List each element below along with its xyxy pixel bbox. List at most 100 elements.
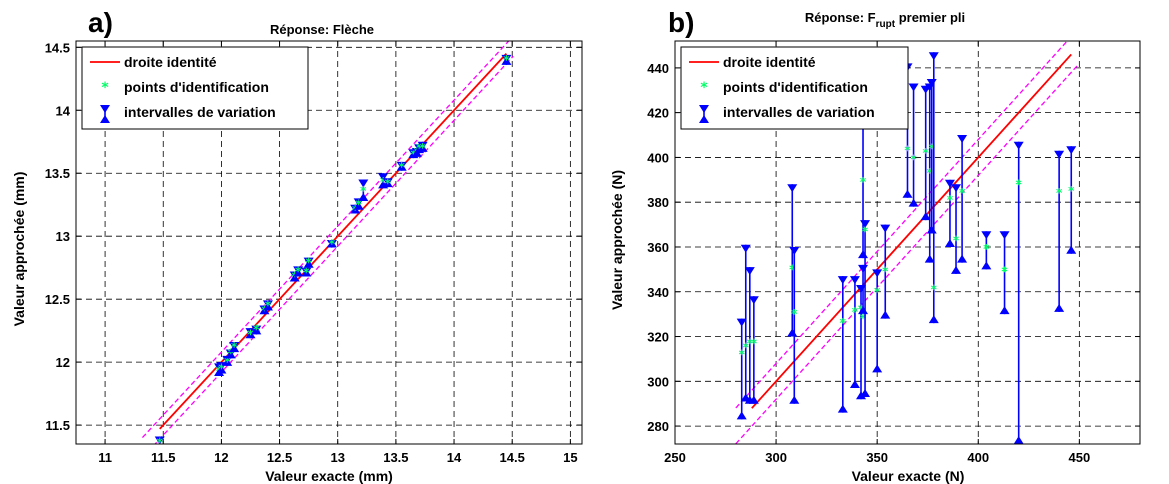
legend-entry-label: points d'identification — [124, 79, 269, 95]
error-bar-cap-top — [789, 246, 800, 255]
data-point: * — [218, 361, 225, 375]
error-bar-cap-bottom — [396, 162, 407, 171]
data-point: * — [247, 327, 254, 341]
error-bar-cap-bottom — [326, 239, 337, 248]
error-bar-cap-top — [358, 179, 369, 188]
upper-bound-line — [141, 41, 510, 439]
error-bar-cap-top — [744, 267, 755, 276]
error-bar-cap-bottom — [1013, 436, 1024, 444]
error-bar-cap-bottom — [229, 344, 240, 353]
data-point: * — [931, 283, 938, 297]
data-point: * — [253, 322, 260, 336]
data-point: * — [923, 146, 930, 160]
panel-a-title: Réponse: Flèche — [270, 22, 374, 37]
y-tick-label: 280 — [647, 419, 669, 434]
y-tick-label: 380 — [647, 195, 669, 210]
error-bar-cap-top — [944, 179, 955, 188]
x-tick-label: 12 — [214, 450, 228, 465]
legend-swatch-interval-cap — [100, 105, 110, 113]
panel-a-ylabel: Valeur approchée (mm) — [11, 172, 27, 327]
error-bar-cap-top — [908, 83, 919, 92]
data-point: * — [983, 242, 990, 256]
error-bar-cap-top — [872, 269, 883, 278]
error-bar-cap-bottom — [837, 404, 848, 413]
data-point: * — [356, 198, 363, 212]
error-bar-cap-bottom — [358, 192, 369, 201]
error-bar-cap-bottom — [872, 364, 883, 373]
error-bar-cap-top — [999, 231, 1010, 240]
data-point: * — [860, 312, 867, 326]
data-point: * — [231, 340, 238, 354]
data-point: * — [947, 193, 954, 207]
panel-a-xlabel: Valeur exacte (mm) — [265, 468, 393, 484]
data-point: * — [959, 186, 966, 200]
y-tick-label: 340 — [647, 285, 669, 300]
data-point: * — [840, 316, 847, 330]
data-layer: ************************** — [141, 41, 514, 444]
legend-swatch-interval-cap — [699, 105, 709, 113]
error-bar-cap-bottom — [222, 357, 233, 366]
error-bar-cap-bottom — [902, 189, 913, 198]
error-bar-cap-bottom — [501, 56, 512, 65]
axes-frame — [674, 40, 1141, 445]
data-point: * — [929, 141, 936, 155]
data-point: * — [743, 341, 750, 355]
data-point: * — [380, 175, 387, 189]
data-point: * — [416, 141, 423, 155]
legend-swatch-points: * — [101, 80, 109, 96]
data-point: * — [303, 266, 310, 280]
data-point: * — [385, 176, 392, 190]
error-bar-cap-bottom — [1054, 303, 1065, 312]
data-point: * — [1056, 186, 1063, 200]
x-tick-label: 11.5 — [151, 450, 176, 465]
data-point: * — [910, 153, 917, 167]
x-tick-label: 11 — [98, 450, 112, 465]
error-bar-cap-bottom — [1066, 245, 1077, 254]
x-tick-label: 12.5 — [267, 450, 292, 465]
y-tick-label: 440 — [647, 61, 669, 76]
data-point: * — [927, 166, 934, 180]
error-bar-cap-bottom — [860, 388, 871, 397]
data-point: * — [1016, 177, 1023, 191]
error-bar-cap-bottom — [417, 143, 428, 152]
error-bar-cap-bottom — [999, 306, 1010, 315]
data-point: * — [306, 256, 313, 270]
panel-b-title-suffix: premier pli — [895, 10, 965, 25]
panel-b-title: Réponse: Frupt premier pli — [805, 10, 965, 30]
error-bar-cap-top — [880, 224, 891, 233]
error-bar-cap-top — [957, 135, 968, 144]
legend-swatch-points: * — [700, 80, 708, 96]
data-point: * — [503, 53, 510, 67]
error-bar-cap-bottom — [856, 391, 866, 400]
panel-b-letter: b) — [668, 7, 694, 38]
error-bar-cap-bottom — [262, 302, 273, 311]
data-point: * — [751, 336, 758, 350]
error-bar-cap-top — [154, 436, 165, 444]
data-point: * — [904, 144, 911, 158]
error-bar-cap-bottom — [216, 365, 227, 374]
x-tick-label: 400 — [967, 450, 989, 465]
legend-entry-label: droite identité — [124, 54, 217, 70]
data-point: * — [874, 285, 881, 299]
data-point: * — [747, 336, 754, 350]
error-bar-cap-top — [378, 173, 389, 182]
data-point: * — [1068, 184, 1075, 198]
error-bar-cap-bottom — [225, 350, 236, 359]
error-bar-cap-top — [1013, 141, 1024, 150]
error-bar-cap-bottom — [382, 179, 393, 188]
data-point: * — [1001, 265, 1008, 279]
error-bar-cap-bottom — [245, 330, 256, 339]
data-point: * — [265, 298, 272, 312]
y-tick-label: 300 — [647, 374, 669, 389]
y-tick-label: 320 — [647, 330, 669, 345]
data-point: * — [882, 265, 889, 279]
identity-line — [751, 53, 1072, 409]
data-point: * — [862, 224, 869, 238]
x-tick-label: 450 — [1068, 450, 1090, 465]
error-bar-cap-top — [860, 220, 871, 229]
data-point: * — [295, 264, 302, 278]
data-point: * — [399, 160, 406, 174]
error-bar-cap-bottom — [928, 315, 939, 324]
lower-bound-line — [735, 64, 1079, 444]
legend-box — [680, 46, 909, 130]
